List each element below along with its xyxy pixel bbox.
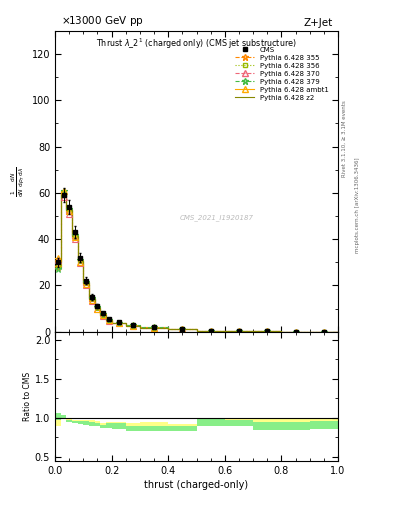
Legend: CMS, Pythia 6.428 355, Pythia 6.428 356, Pythia 6.428 370, Pythia 6.428 379, Pyt: CMS, Pythia 6.428 355, Pythia 6.428 356,… [235,46,329,100]
Y-axis label: Ratio to CMS: Ratio to CMS [23,372,32,421]
Text: CMS_2021_I1920187: CMS_2021_I1920187 [179,214,253,221]
Y-axis label: $\frac{1}{\mathrm{d}N}\,\frac{\mathrm{d}N}{\mathrm{d}p_T\,\mathrm{d}\lambda}$: $\frac{1}{\mathrm{d}N}\,\frac{\mathrm{d}… [10,166,28,197]
Text: mcplots.cern.ch [arXiv:1306.3436]: mcplots.cern.ch [arXiv:1306.3436] [355,157,360,252]
Text: Rivet 3.1.10, ≥ 3.1M events: Rivet 3.1.10, ≥ 3.1M events [342,100,346,177]
Text: $\times\!13000$ GeV pp: $\times\!13000$ GeV pp [61,14,143,28]
X-axis label: thrust (charged-only): thrust (charged-only) [145,480,248,490]
Text: Z+Jet: Z+Jet [303,18,332,28]
Text: Thrust $\lambda\_2^1$ (charged only) (CMS jet substructure): Thrust $\lambda\_2^1$ (charged only) (CM… [96,37,297,51]
